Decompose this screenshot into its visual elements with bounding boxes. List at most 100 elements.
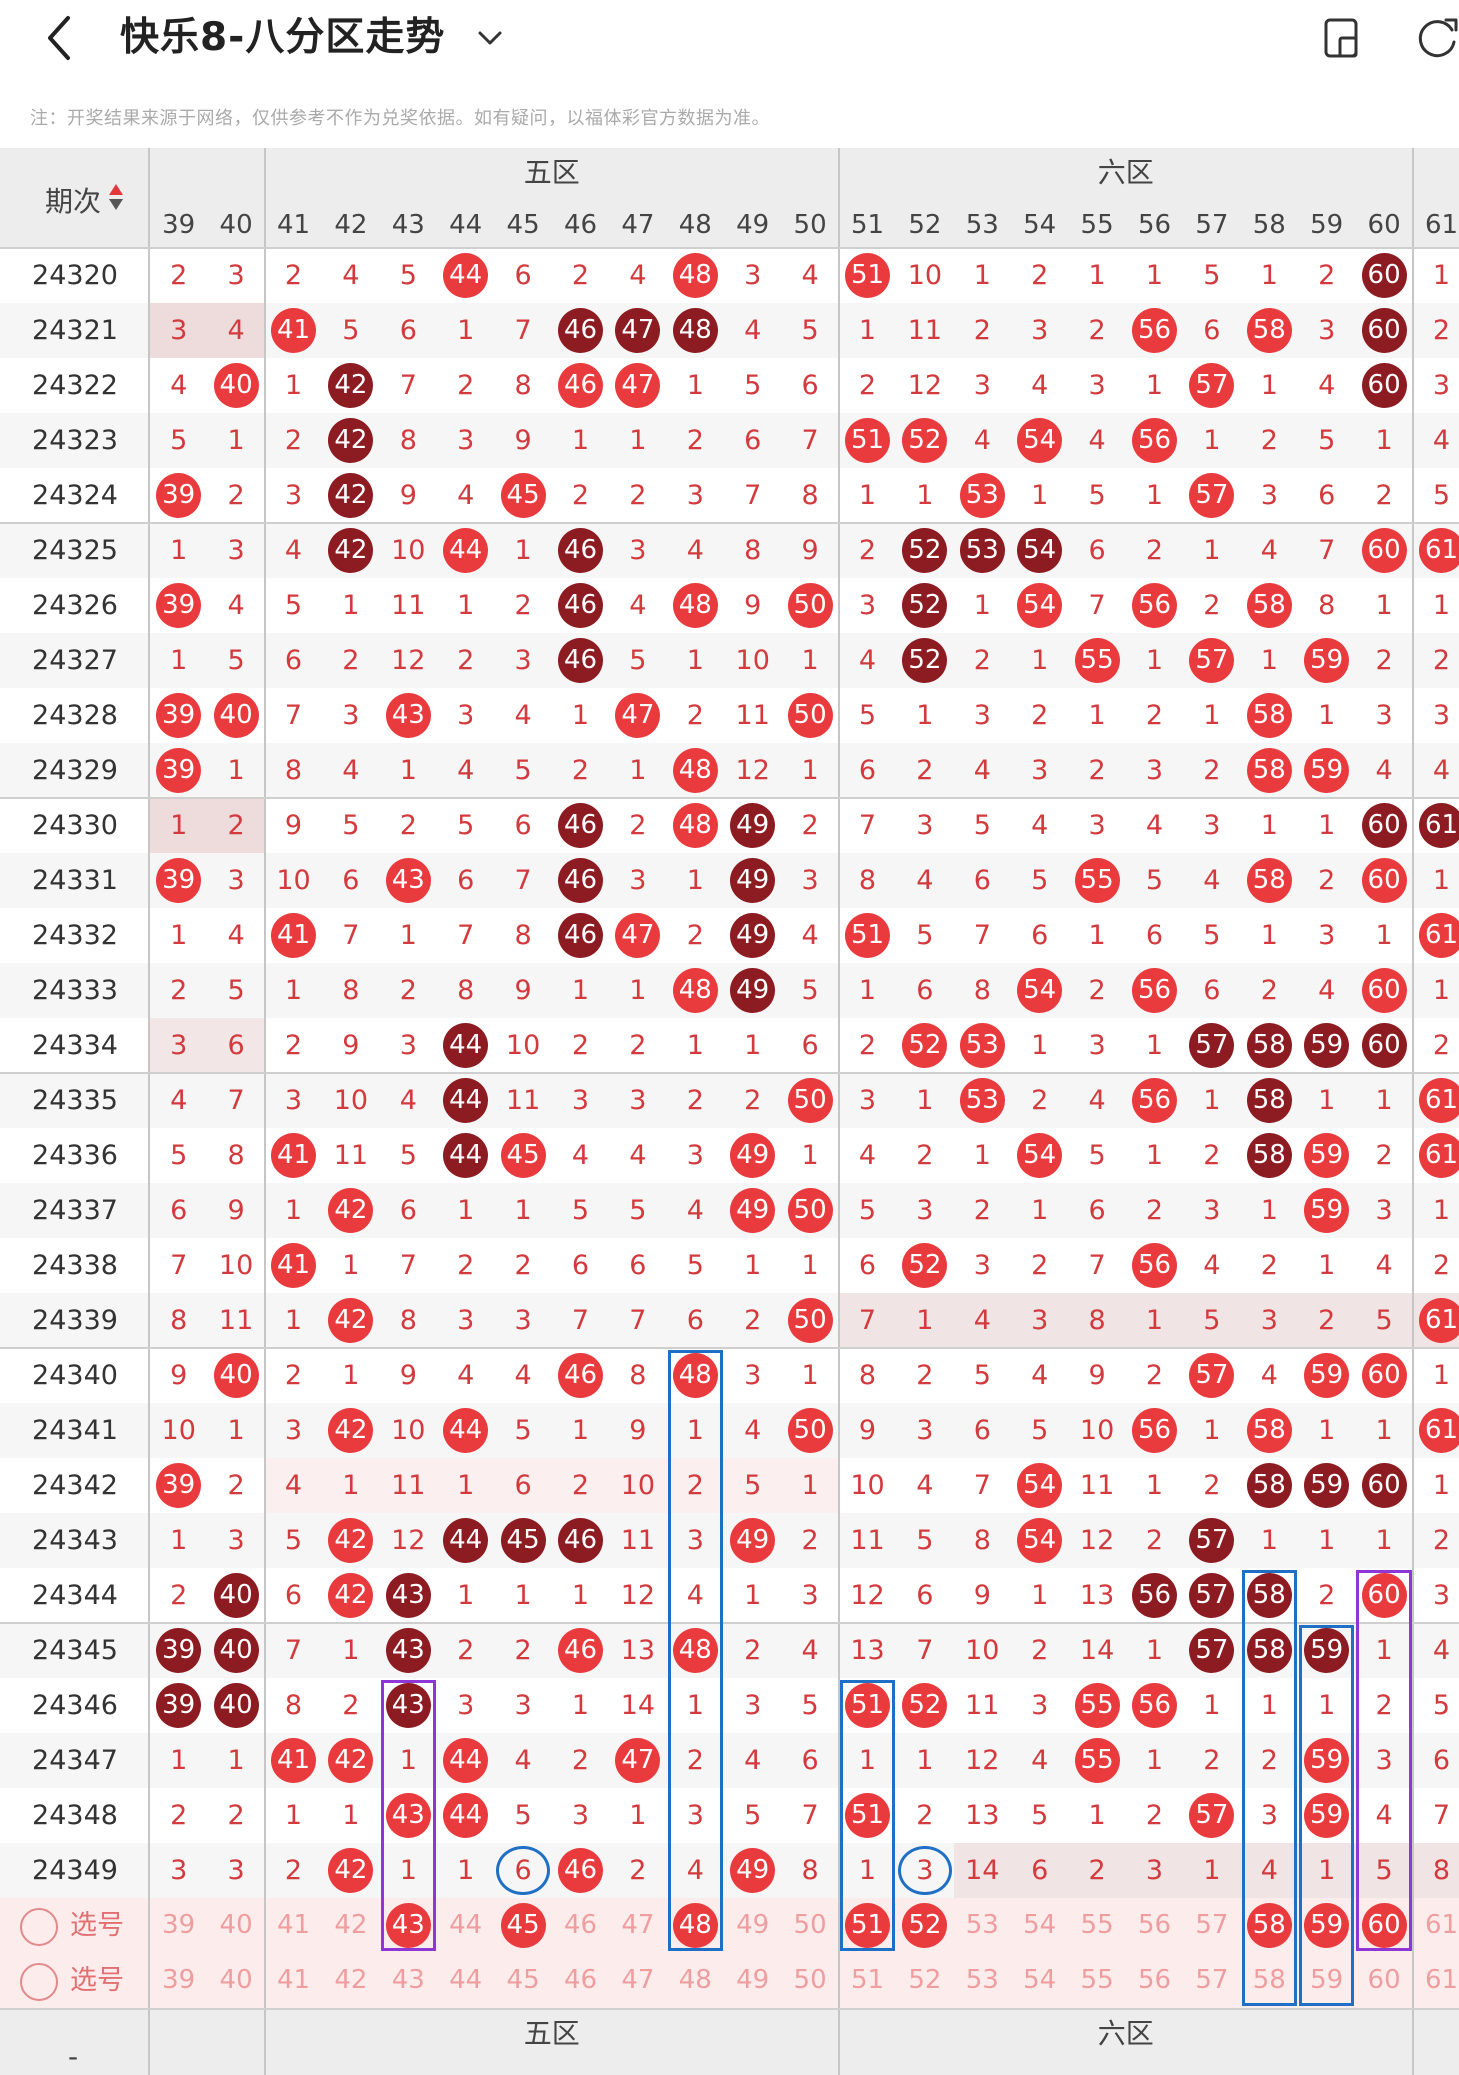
period-label: 24344 [0,1568,150,1623]
trend-cell: 45 [494,468,551,523]
trend-cell: 9 [973,1580,991,1611]
selected-number-ball[interactable]: 45 [500,1903,546,1948]
select-radio[interactable] [20,1963,58,2001]
drawn-number-ball: 59 [1304,748,1350,793]
select-number[interactable]: 56 [1137,1965,1172,1995]
trend-cell: 1 [629,975,647,1006]
trend-cell: 8 [514,370,532,401]
trend-cell: 2 [1088,315,1106,346]
select-number[interactable]: 41 [276,1910,311,1940]
period-header[interactable]: 期次 [0,148,150,248]
select-number[interactable]: 44 [449,1910,483,1940]
select-number[interactable]: 59 [1310,1965,1344,1995]
select-number[interactable]: 61 [1424,1910,1459,1940]
select-number[interactable]: 57 [1195,1910,1229,1940]
select-number[interactable]: 54 [1023,1965,1057,1995]
select-number[interactable]: 61 [1424,1965,1459,1995]
trend-cell: 3 [629,1085,647,1116]
select-number[interactable]: 46 [563,1965,598,1995]
select-label[interactable]: 选号 [70,1965,124,1996]
select-number[interactable]: 48 [667,1898,724,1953]
trend-cell: 60 [1355,1568,1412,1623]
selected-number-ball[interactable]: 43 [385,1903,431,1948]
drawn-number-ball: 60 [1361,968,1407,1013]
select-number[interactable]: 50 [793,1910,827,1940]
select-number[interactable]: 42 [334,1965,368,1995]
trend-cell: 2 [629,1030,647,1061]
select-number[interactable]: 58 [1241,1898,1298,1953]
select-number[interactable]: 46 [563,1910,598,1940]
trend-cell: 11 [391,1470,426,1501]
selected-number-ball[interactable]: 58 [1246,1903,1292,1948]
trend-cell: 3 [801,865,819,896]
trend-cell: 6 [514,1470,532,1501]
select-number[interactable]: 43 [391,1965,425,1995]
page-title[interactable]: 快乐8-八分区走势 [120,15,446,60]
trend-cell: 46 [552,798,609,853]
trend-cell: 1 [284,1800,303,1831]
trend-cell: 40 [207,1678,264,1733]
select-number[interactable]: 40 [219,1965,253,1995]
select-number[interactable]: 53 [965,1965,999,1995]
trend-cell: 1 [342,1635,360,1666]
drawn-number-ball: 57 [1189,1793,1235,1838]
select-number[interactable]: 42 [334,1910,368,1940]
trend-cell: 42 [322,1733,379,1788]
refresh-icon[interactable] [1412,12,1459,62]
select-number[interactable]: 53 [965,1910,999,1940]
selected-number-ball[interactable]: 48 [672,1903,718,1948]
select-number[interactable]: 59 [1298,1898,1355,1953]
period-label: 24325 [0,523,150,578]
selected-number-ball[interactable]: 60 [1361,1903,1407,1948]
select-number[interactable]: 55 [1080,1910,1114,1940]
select-number[interactable]: 52 [908,1965,942,1995]
drawn-number-ball: 56 [1131,1243,1177,1288]
chevron-down-icon[interactable] [470,18,510,58]
select-number[interactable]: 49 [736,1910,770,1940]
trend-cell: 41 [265,1733,322,1788]
select-number[interactable]: 43 [380,1898,437,1953]
phone-layout-icon[interactable] [1318,14,1366,62]
select-number[interactable]: 60 [1355,1898,1412,1953]
select-number[interactable]: 47 [621,1910,655,1940]
select-number[interactable]: 58 [1252,1965,1286,1995]
selected-number-ball[interactable]: 59 [1304,1903,1350,1948]
select-number[interactable]: 52 [896,1898,953,1953]
selected-number-ball[interactable]: 52 [902,1903,948,1948]
select-number[interactable]: 49 [736,1965,770,1995]
select-number[interactable]: 39 [162,1965,196,1995]
select-number[interactable]: 50 [793,1965,827,1995]
sort-icon[interactable] [108,182,124,212]
trend-cell: 1 [858,975,877,1006]
trend-cell: 46 [552,908,609,963]
select-number[interactable]: 51 [850,1965,885,1995]
select-number[interactable]: 45 [506,1965,540,1995]
trend-cell: 4 [1432,1635,1451,1666]
select-number[interactable]: 40 [219,1910,253,1940]
select-number[interactable]: 41 [276,1965,311,1995]
selected-number-ball[interactable]: 51 [844,1903,890,1948]
trend-cell: 4 [686,1195,704,1226]
select-number[interactable]: 51 [839,1898,896,1953]
select-radio[interactable] [20,1908,58,1946]
select-number[interactable]: 55 [1080,1965,1114,1995]
trend-cell: 56 [1126,963,1183,1018]
row-group-divider [0,522,1459,524]
select-number[interactable]: 60 [1367,1965,1401,1995]
trend-cell: 3 [227,865,245,896]
trend-cell: 1 [1145,260,1164,291]
select-number[interactable]: 45 [494,1898,551,1953]
drawn-number-ball: 48 [672,253,718,298]
chevron-left-icon[interactable] [30,8,90,68]
select-number[interactable]: 56 [1137,1910,1172,1940]
drawn-number-ball: 46 [557,1353,603,1398]
select-number[interactable]: 54 [1023,1910,1057,1940]
select-number[interactable]: 39 [162,1910,196,1940]
select-label[interactable]: 选号 [70,1910,124,1941]
select-number[interactable]: 47 [621,1965,655,1995]
drawn-number-ball: 46 [557,1628,603,1673]
select-number[interactable]: 57 [1195,1965,1229,1995]
select-number[interactable]: 44 [449,1965,483,1995]
select-number[interactable]: 48 [678,1965,712,1995]
trend-cell: 46 [552,633,609,688]
